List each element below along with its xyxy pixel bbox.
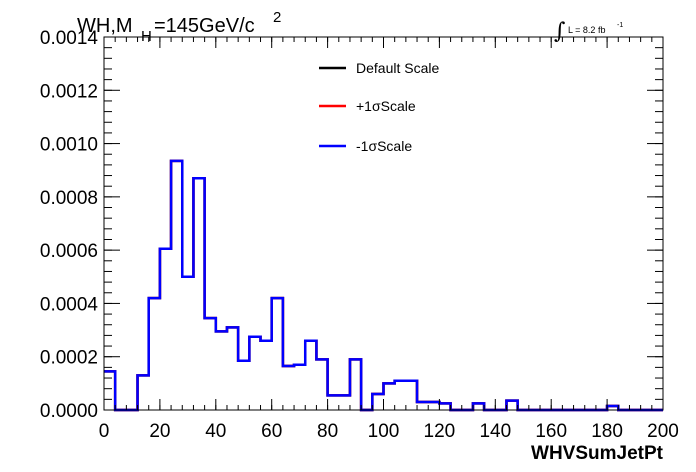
y-tick-label: 0.0002: [40, 348, 98, 369]
y-tick-label: 0.0010: [40, 135, 98, 156]
legend-label-minus: -1σScale: [356, 138, 412, 154]
y-axis: 0.0000 0.0002 0.0004 0.0006 0.0008 0.0010 0.00…: [40, 28, 663, 422]
x-axis-title: WHVSumJetPt: [531, 443, 664, 464]
x-tick-label: 120: [424, 421, 456, 442]
lumi-text: L = 8.2 fb: [568, 25, 605, 35]
x-tick-label: 180: [591, 421, 623, 442]
x-tick-label: 80: [317, 421, 338, 442]
y-tick-label: 0.0014: [40, 28, 99, 49]
lumi-integral-sign: ∫: [554, 19, 566, 44]
title-rest: =145GeV/c: [154, 15, 255, 37]
x-tick-label: 20: [149, 421, 170, 442]
chart-title: WH,M H =145GeV/c 2: [77, 9, 281, 45]
y-tick-label: 0.0012: [40, 81, 98, 102]
legend-label-default: Default Scale: [356, 60, 439, 76]
luminosity-label: ∫ L = 8.2 fb -1: [554, 19, 623, 44]
x-tick-label: 100: [368, 421, 400, 442]
y-tick-label: 0.0008: [40, 188, 98, 209]
x-tick-label: 40: [205, 421, 226, 442]
x-tick-label: 60: [261, 421, 282, 442]
y-tick-label: 0.0004: [40, 294, 99, 315]
x-axis: 0 20 40 60 80 100 120 140 160 180 200: [99, 37, 679, 442]
x-tick-label: 0: [99, 421, 110, 442]
legend: Default Scale +1σScale -1σScale: [319, 60, 439, 154]
x-tick-label: 160: [535, 421, 567, 442]
x-tick-label: 200: [647, 421, 679, 442]
title-superscript: 2: [273, 9, 281, 26]
y-tick-label: 0.0006: [40, 241, 98, 262]
lumi-superscript: -1: [617, 22, 623, 29]
title-subscript: H: [141, 28, 152, 45]
legend-label-plus: +1σScale: [356, 98, 416, 114]
y-tick-label: 0.0000: [40, 401, 98, 422]
x-tick-label: 140: [479, 421, 511, 442]
title-main: WH,M: [77, 15, 133, 37]
